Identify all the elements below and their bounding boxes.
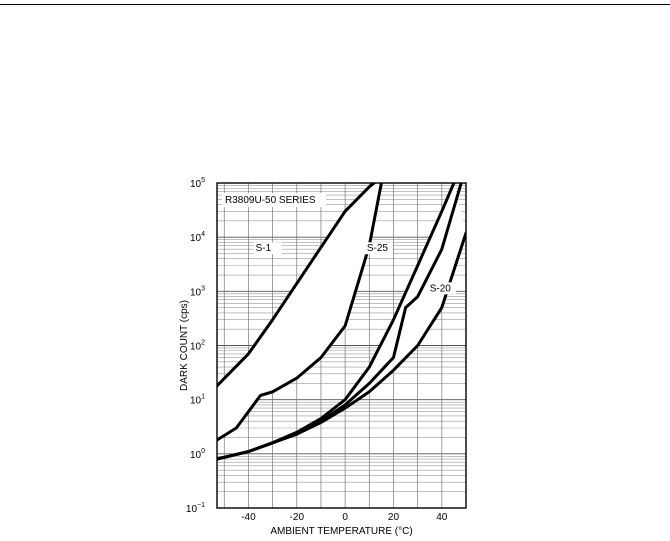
y-tick-label: 105 (190, 177, 205, 190)
band-label-box (364, 242, 393, 255)
band-fill-s1 (217, 183, 382, 440)
x-axis-label: AMBIENT TEMPERATURE (°C) (270, 526, 412, 537)
band-label-s-1: S-1 (256, 243, 272, 254)
y-tick-label: 103 (190, 285, 205, 298)
series-line-s-20-lower (217, 231, 466, 461)
band-label-s-20: S-20 (430, 283, 452, 294)
y-tick-label: 104 (190, 231, 205, 244)
series-curves (217, 183, 466, 461)
chart-title-box (222, 193, 326, 207)
x-tick-label: 20 (388, 512, 400, 523)
y-axis-label: DARK COUNT (cps) (179, 300, 190, 391)
y-tick-label: 101 (190, 394, 205, 407)
page-top-rule (0, 4, 670, 5)
y-tick-label: 102 (190, 340, 205, 353)
series-line-s-1-lower (217, 183, 383, 442)
band-label-box (253, 242, 282, 255)
band-label-s-25: S-25 (367, 243, 389, 254)
series-line-s-1-upper (217, 183, 376, 388)
chart-title: R3809U-50 SERIES (225, 195, 316, 206)
x-tick-label: -20 (290, 512, 305, 523)
x-tick-label: 0 (342, 512, 348, 523)
y-tick-label: 10−1 (186, 502, 205, 515)
y-tick-label: 100 (190, 448, 205, 461)
plot-frame (216, 182, 467, 509)
x-tick-label: 40 (436, 512, 448, 523)
band-label-box (427, 282, 456, 295)
x-tick-label: -40 (241, 512, 256, 523)
